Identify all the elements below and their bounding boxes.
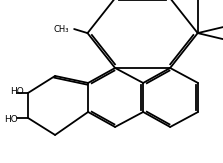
Text: CH₃: CH₃ [53, 24, 69, 34]
Text: HO: HO [4, 115, 18, 124]
Text: HO: HO [10, 87, 24, 96]
